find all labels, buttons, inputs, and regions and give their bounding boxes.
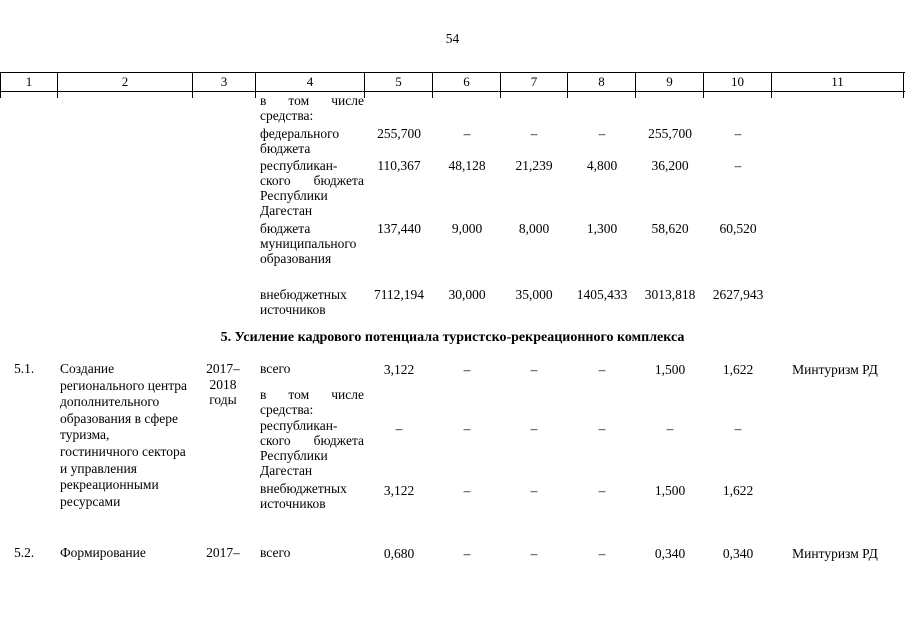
funding-source-label: всего	[260, 361, 291, 376]
value-year: –	[598, 126, 606, 141]
value-year: 4,800	[586, 158, 618, 173]
value-year: 48,128	[448, 158, 486, 173]
funding-source-label: внебюджетных источников	[260, 287, 347, 317]
executor: Минтуризм РД	[792, 362, 878, 377]
value-total: 3,122	[383, 362, 415, 377]
value-year: 36,200	[651, 158, 689, 173]
column-header-10: 10	[704, 73, 772, 91]
value-year: –	[530, 362, 538, 377]
section-heading: 5. Усиление кадрового потенциала туристс…	[220, 330, 685, 345]
value-year: 8,000	[518, 221, 550, 236]
value-year: –	[530, 483, 538, 498]
value-total: 0,680	[383, 546, 415, 561]
value-year: 58,620	[651, 221, 689, 236]
budget-breakdown-intro: в том числе средства:	[260, 93, 364, 123]
value-year: 1,300	[586, 221, 618, 236]
value-year: –	[463, 126, 471, 141]
value-year: –	[598, 362, 606, 377]
value-total: 3,122	[383, 483, 415, 498]
value-year: –	[463, 483, 471, 498]
value-year: 1,622	[722, 362, 754, 377]
column-header-5: 5	[365, 73, 433, 91]
column-header-8: 8	[568, 73, 636, 91]
budget-breakdown-intro: в том числе средства:	[260, 387, 364, 417]
column-header-2: 2	[58, 73, 193, 91]
value-year: 35,000	[515, 287, 553, 302]
column-divider-stubs	[0, 91, 905, 98]
value-year: 30,000	[448, 287, 486, 302]
column-header-6: 6	[433, 73, 501, 91]
row-number: 5.1.	[14, 361, 35, 376]
table-column-header-row: 1 2 3 4 5 6 7 8 9 10 11	[0, 72, 905, 92]
value-year: 0,340	[722, 546, 754, 561]
period: 2017–2018 годы	[206, 361, 240, 407]
period: 2017–	[206, 545, 240, 560]
value-total: 110,367	[377, 158, 421, 173]
value-year: –	[530, 546, 538, 561]
executor: Минтуризм РД	[792, 546, 878, 561]
value-year: –	[463, 421, 471, 436]
column-header-4: 4	[256, 73, 365, 91]
value-year: 1,500	[654, 483, 686, 498]
value-year: –	[598, 483, 606, 498]
column-header-7: 7	[501, 73, 568, 91]
funding-source-label: республикан-ского бюджета Республики Даг…	[260, 418, 364, 478]
value-total: –	[395, 421, 403, 436]
value-year: –	[734, 421, 742, 436]
measure-name: Создание регионального центра дополнител…	[60, 361, 188, 509]
value-year: –	[734, 158, 742, 173]
value-year: –	[463, 362, 471, 377]
value-year: –	[666, 421, 674, 436]
value-year: –	[530, 126, 538, 141]
measure-name: Формирование	[60, 545, 146, 560]
value-year: 255,700	[648, 126, 692, 141]
funding-source-label: бюджета муниципального образования	[260, 221, 357, 266]
row-number: 5.2.	[14, 545, 35, 560]
value-year: 1405,433	[576, 287, 628, 302]
column-header-3: 3	[193, 73, 256, 91]
column-header-1: 1	[0, 73, 58, 91]
value-year: –	[734, 126, 742, 141]
value-year: 9,000	[451, 221, 483, 236]
value-total: 137,440	[377, 221, 421, 236]
funding-source-label: всего	[260, 545, 291, 560]
column-header-11: 11	[772, 73, 904, 91]
value-year: 1,622	[722, 483, 754, 498]
value-year: 60,520	[719, 221, 757, 236]
funding-source-label: республикан-ского бюджета Республики Даг…	[260, 158, 364, 218]
value-year: 2627,943	[712, 287, 764, 302]
value-year: 0,340	[654, 546, 686, 561]
value-year: 1,500	[654, 362, 686, 377]
value-year: 3013,818	[644, 287, 696, 302]
funding-source-label: федерального бюджета	[260, 126, 340, 156]
funding-source-label: внебюджетных источников	[260, 481, 347, 511]
value-year: –	[598, 421, 606, 436]
value-total: 255,700	[377, 126, 421, 141]
value-year: –	[463, 546, 471, 561]
value-year: –	[598, 546, 606, 561]
column-header-9: 9	[636, 73, 704, 91]
value-total: 7112,194	[373, 287, 425, 302]
value-year: –	[530, 421, 538, 436]
page-number: 54	[445, 31, 460, 46]
value-year: 21,239	[515, 158, 553, 173]
